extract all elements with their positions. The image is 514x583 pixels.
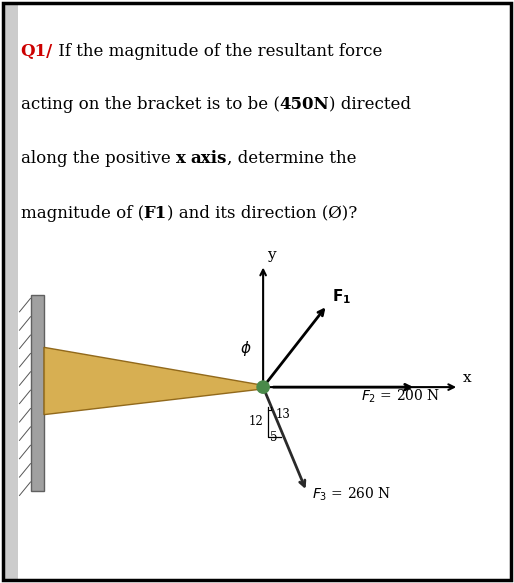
Text: $\phi$: $\phi$: [240, 339, 251, 359]
Text: $F_2$ = 200 N: $F_2$ = 200 N: [361, 388, 440, 405]
Text: x: x: [463, 371, 472, 385]
Text: , determine the: , determine the: [227, 150, 357, 167]
Text: y: y: [267, 248, 276, 262]
Text: along the positive: along the positive: [21, 150, 176, 167]
Text: ) and its direction (Ø)?: ) and its direction (Ø)?: [167, 205, 357, 222]
Text: ) directed: ) directed: [329, 96, 411, 113]
Text: 5: 5: [270, 431, 278, 444]
Circle shape: [257, 381, 269, 393]
Text: Q1/: Q1/: [21, 43, 53, 60]
Polygon shape: [44, 347, 263, 415]
Text: magnitude of (: magnitude of (: [21, 205, 144, 222]
Text: $F_3$ = 260 N: $F_3$ = 260 N: [311, 486, 391, 503]
Text: x: x: [176, 150, 186, 167]
Bar: [30, 295, 44, 491]
Text: 13: 13: [276, 408, 290, 421]
Text: 12: 12: [248, 415, 263, 428]
Text: 450N: 450N: [280, 96, 329, 113]
Text: F1: F1: [144, 205, 167, 222]
Text: $\mathbf{F_1}$: $\mathbf{F_1}$: [332, 287, 351, 305]
Text: If the magnitude of the resultant force: If the magnitude of the resultant force: [53, 43, 382, 60]
Text: axis: axis: [191, 150, 227, 167]
Text: acting on the bracket is to be (: acting on the bracket is to be (: [21, 96, 280, 113]
